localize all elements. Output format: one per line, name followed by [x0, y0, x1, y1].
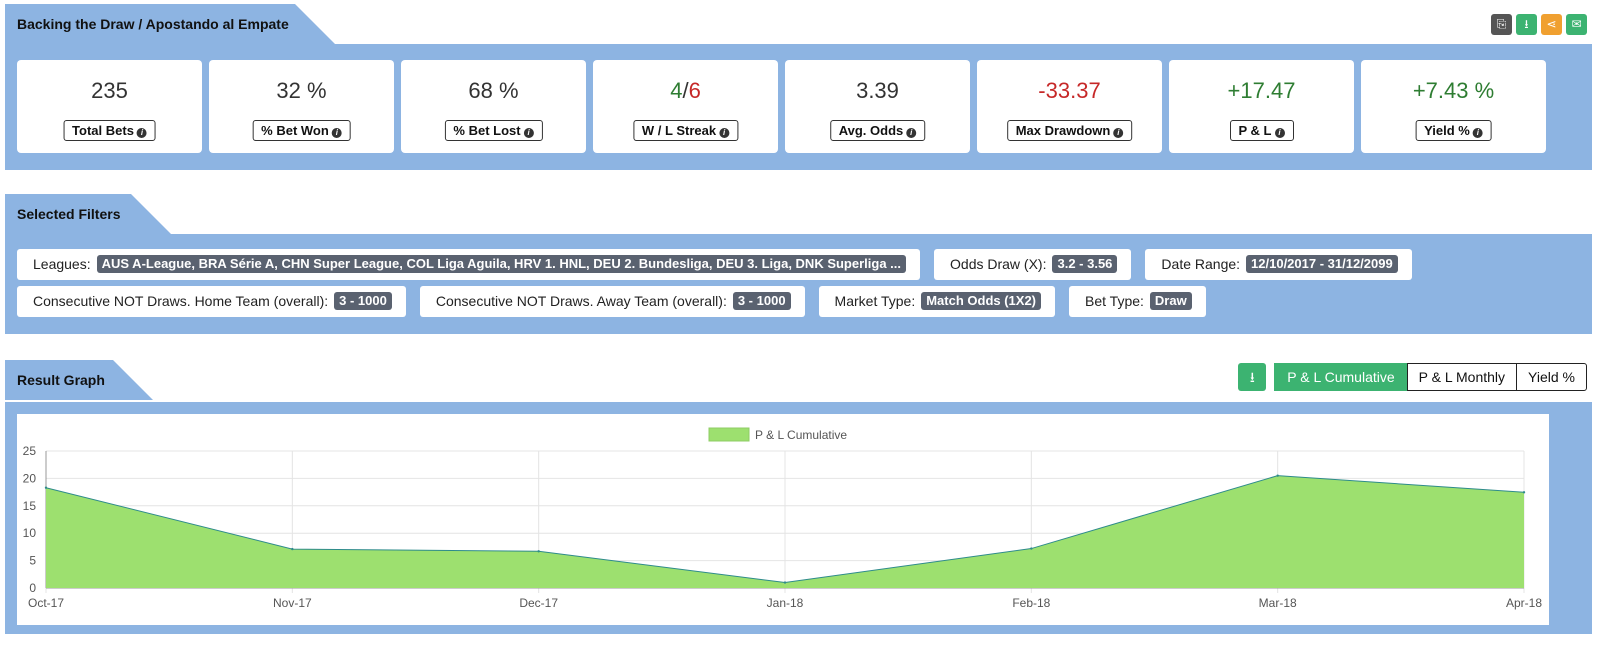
info-icon[interactable]: i	[719, 128, 730, 138]
graph-title: Result Graph	[5, 360, 153, 400]
y-tick-label: 10	[23, 526, 37, 540]
result-graph-panel: Result Graph ⭳ P & L Cumulative P & L Mo…	[5, 360, 1592, 634]
x-tick-label: Nov-17	[273, 596, 312, 610]
stat-value: 68 %	[468, 78, 519, 103]
stat-value: -33.37	[1038, 78, 1101, 103]
x-tick-label: Dec-17	[519, 596, 558, 610]
info-icon[interactable]: i	[1472, 128, 1483, 138]
info-icon[interactable]: i	[331, 128, 342, 138]
stat-value: 32 %	[276, 78, 327, 103]
filter-date-range: Date Range: 12/10/2017 - 31/12/2099	[1145, 249, 1412, 280]
y-tick-label: 5	[29, 554, 36, 568]
filter-odds-draw: Odds Draw (X): 3.2 - 3.56	[934, 249, 1132, 280]
x-tick-label: Oct-17	[28, 596, 64, 610]
stat-value: 4/6	[670, 78, 701, 103]
filter-value: 3.2 - 3.56	[1052, 255, 1118, 273]
data-point	[537, 550, 540, 553]
filter-value: AUS A-League, BRA Série A, CHN Super Lea…	[96, 255, 907, 273]
stat-label[interactable]: Avg. Odds i	[829, 120, 926, 141]
stat-bet-lost: 68 % % Bet Lost i	[401, 60, 586, 153]
filter-value: Match Odds (1X2)	[921, 292, 1042, 310]
filter-consecutive-home: Consecutive NOT Draws. Home Team (overal…	[17, 286, 406, 317]
stat-value: 3.39	[856, 78, 899, 103]
y-tick-label: 0	[29, 581, 36, 595]
filter-value: 3 - 1000	[334, 292, 392, 310]
filter-value: Draw	[1149, 292, 1192, 310]
legend-label: P & L Cumulative	[755, 428, 847, 442]
filters-body: Leagues: AUS A-League, BRA Série A, CHN S…	[5, 234, 1592, 334]
pl-cumulative-chart: 0 5 10 15 20 25 Oct-17 Nov-17 Dec-17 Jan-18 Feb-18…	[23, 427, 1542, 610]
stat-value: 235	[91, 78, 128, 103]
filters-title: Selected Filters	[5, 194, 171, 234]
stat-bet-won: 32 % % Bet Won i	[209, 60, 394, 153]
filter-market-type: Market Type: Match Odds (1X2)	[818, 286, 1056, 317]
stat-label[interactable]: % Bet Won i	[252, 120, 351, 141]
stat-label[interactable]: Yield % i	[1415, 120, 1492, 141]
stat-label[interactable]: W / L Streak i	[632, 120, 739, 141]
data-point	[291, 547, 294, 551]
filter-consecutive-away: Consecutive NOT Draws. Away Team (overal…	[419, 286, 805, 317]
pl-cumulative-area	[46, 475, 1524, 588]
stat-max-drawdown: -33.37 Max Drawdown i	[977, 60, 1162, 153]
stat-value: +17.47	[1227, 78, 1296, 103]
graph-download-button[interactable]: ⭳	[1238, 363, 1267, 391]
filter-value: 3 - 1000	[732, 292, 791, 310]
stats-panel: Backing the Draw / Apostando al Empate ⎘…	[5, 4, 1592, 170]
legend-swatch	[708, 427, 750, 442]
filters-panel: Selected Filters Leagues: AUS A-League, B…	[5, 194, 1592, 334]
x-tick-label: Jan-18	[767, 596, 804, 610]
y-tick-label: 15	[23, 499, 37, 513]
stat-label[interactable]: Total Bets i	[63, 120, 156, 141]
y-tick-label: 20	[23, 471, 37, 485]
data-point	[783, 581, 787, 584]
tab-pl-monthly[interactable]: P & L Monthly	[1406, 363, 1518, 391]
stat-value: +7.43 %	[1412, 78, 1495, 103]
share-icon[interactable]: ⋖	[1541, 14, 1562, 35]
stat-label[interactable]: % Bet Lost i	[444, 120, 543, 141]
data-point	[1522, 491, 1526, 494]
stats-body: 235 Total Bets i 32 % % Bet Won i 68 % % B…	[5, 44, 1592, 170]
action-icons: ⎘ ⭳ ⋖ ✉	[1491, 14, 1587, 35]
download-icon[interactable]: ⭳	[1516, 14, 1537, 35]
filter-value: 12/10/2017 - 31/12/2099	[1246, 255, 1398, 273]
filter-leagues: Leagues: AUS A-League, BRA Série A, CHN S…	[17, 249, 921, 280]
info-icon[interactable]: i	[906, 128, 917, 138]
stat-total-bets: 235 Total Bets i	[17, 60, 202, 153]
stat-avg-odds: 3.39 Avg. Odds i	[785, 60, 970, 153]
info-icon[interactable]: i	[523, 128, 534, 138]
x-tick-label: Apr-18	[1506, 596, 1542, 610]
download-icon: ⭳	[1249, 369, 1255, 385]
info-icon[interactable]: i	[136, 128, 147, 138]
x-tick-label: Mar-18	[1259, 596, 1297, 610]
chart-container: 0 5 10 15 20 25 Oct-17 Nov-17 Dec-17 Jan-18 Feb-18…	[17, 414, 1549, 625]
stat-label[interactable]: Max Drawdown i	[1006, 120, 1133, 141]
y-tick-label: 25	[23, 444, 37, 458]
stats-title: Backing the Draw / Apostando al Empate	[5, 4, 335, 44]
tab-yield[interactable]: Yield %	[1516, 363, 1587, 391]
info-icon[interactable]: i	[1274, 128, 1285, 138]
x-tick-label: Feb-18	[1012, 596, 1050, 610]
tab-pl-cumulative[interactable]: P & L Cumulative	[1274, 363, 1408, 391]
graph-controls: ⭳ P & L Cumulative P & L Monthly Yield %	[1238, 363, 1587, 391]
graph-body: 0 5 10 15 20 25 Oct-17 Nov-17 Dec-17 Jan-18 Feb-18…	[5, 402, 1592, 634]
data-point	[1030, 547, 1033, 550]
stat-wl-streak: 4/6 W / L Streak i	[593, 60, 778, 153]
info-icon[interactable]: i	[1113, 128, 1124, 138]
data-point	[1276, 474, 1279, 477]
filter-bet-type: Bet Type: Draw	[1069, 286, 1206, 317]
stat-yield: +7.43 % Yield % i	[1361, 60, 1546, 153]
data-point	[44, 486, 48, 489]
email-icon[interactable]: ✉	[1566, 14, 1587, 35]
copy-icon[interactable]: ⎘	[1491, 14, 1512, 35]
